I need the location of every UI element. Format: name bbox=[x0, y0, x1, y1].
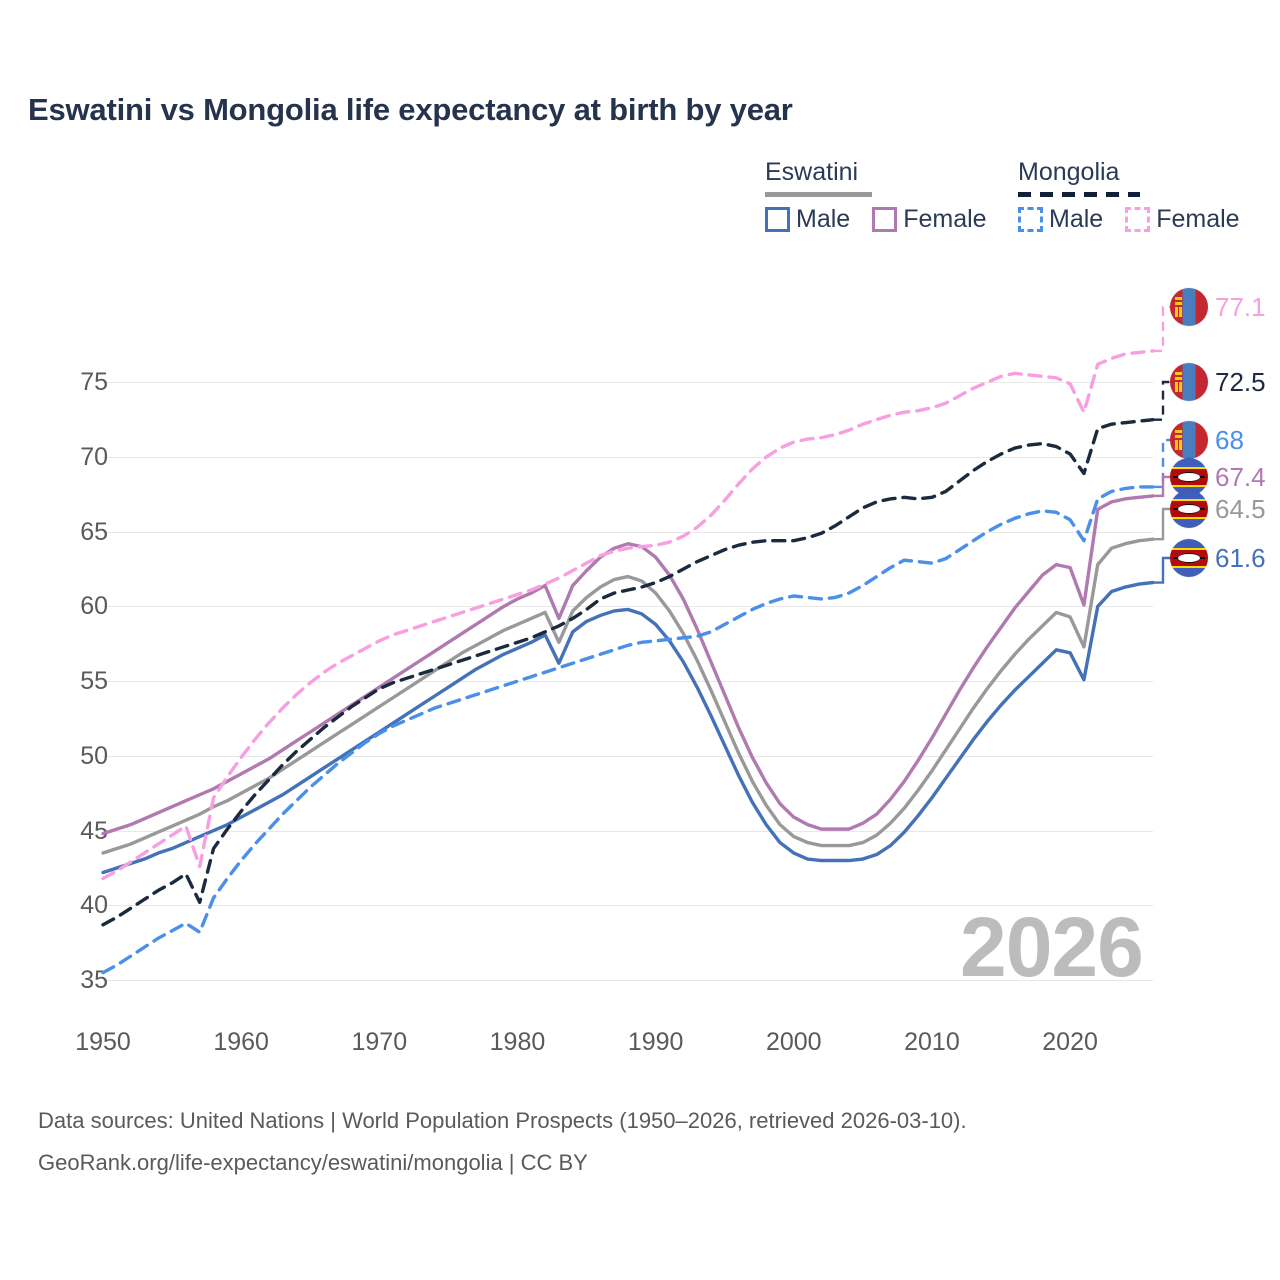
series-line-mongolia-female bbox=[101, 349, 1155, 881]
shield-icon bbox=[1178, 553, 1200, 563]
end-label-value: 64.5 bbox=[1215, 494, 1266, 524]
gridline bbox=[103, 606, 1153, 608]
legend-rule-dashed bbox=[1018, 192, 1140, 197]
series-line-eswatini-male bbox=[101, 580, 1155, 875]
mongolia-flag-icon bbox=[1170, 363, 1208, 401]
mongolia-flag-icon bbox=[1170, 288, 1208, 326]
shield-icon bbox=[1178, 504, 1200, 514]
gridline bbox=[103, 531, 1153, 533]
gridline bbox=[103, 382, 1153, 384]
legend-rule-solid bbox=[765, 192, 872, 197]
legend-swatch-eswatini-male bbox=[765, 207, 790, 232]
gridline bbox=[103, 830, 1153, 832]
year-watermark: 2026 bbox=[960, 900, 1144, 994]
series-line-eswatini-both-sexes bbox=[101, 537, 1155, 855]
x-axis-tick: 2020 bbox=[1042, 1028, 1098, 1056]
gridline bbox=[103, 755, 1153, 757]
legend-item-mongolia-male[interactable]: Male bbox=[1018, 207, 1103, 232]
y-axis-tick: 50 bbox=[80, 741, 108, 770]
gridline bbox=[103, 457, 1153, 459]
end-label: 77.1 bbox=[1170, 288, 1266, 326]
end-label-value: 67.4 bbox=[1215, 462, 1266, 492]
legend-item-eswatini-male[interactable]: Male bbox=[765, 207, 850, 232]
x-axis-tick: 1950 bbox=[75, 1028, 131, 1056]
legend-country-eswatini: Eswatini bbox=[765, 158, 859, 186]
x-axis-tick: 2000 bbox=[765, 1028, 822, 1056]
end-label-value: 68 bbox=[1215, 425, 1244, 455]
gridline bbox=[103, 980, 1153, 982]
y-axis-tick: 70 bbox=[80, 443, 108, 472]
legend-group-eswatini: Eswatini Male Female bbox=[765, 158, 987, 232]
gridline bbox=[103, 681, 1153, 683]
y-axis-tick: 60 bbox=[80, 592, 108, 621]
end-label: 64.5 bbox=[1170, 490, 1266, 528]
x-axis-tick: 1970 bbox=[351, 1028, 408, 1056]
legend-label-mongolia-female: Female bbox=[1156, 205, 1240, 233]
legend-swatch-mongolia-male bbox=[1018, 207, 1043, 232]
footer-line-2: GeoRank.org/life-expectancy/eswatini/mon… bbox=[38, 1150, 588, 1175]
legend-country-mongolia: Mongolia bbox=[1018, 158, 1120, 186]
legend-item-eswatini-female[interactable]: Female bbox=[872, 205, 987, 233]
eswatini-flag-icon bbox=[1170, 490, 1208, 528]
footer-line-1: Data sources: United Nations | World Pop… bbox=[38, 1108, 967, 1133]
x-axis-tick: 2010 bbox=[904, 1028, 960, 1056]
soyombo-icon bbox=[1175, 297, 1182, 317]
end-label: 67.4 bbox=[1170, 458, 1266, 496]
eswatini-flag-icon bbox=[1170, 539, 1208, 577]
legend-swatch-eswatini-female bbox=[872, 207, 898, 232]
legend-label-eswatini-male: Male bbox=[796, 205, 851, 233]
y-axis-tick: 75 bbox=[80, 368, 108, 397]
legend-item-mongolia-female[interactable]: Female bbox=[1125, 205, 1240, 233]
y-axis-tick: 45 bbox=[80, 816, 108, 845]
legend-swatch-mongolia-female bbox=[1125, 207, 1151, 232]
soyombo-icon bbox=[1175, 430, 1182, 450]
end-label-value: 61.6 bbox=[1215, 543, 1266, 573]
x-axis-tick: 1960 bbox=[213, 1028, 269, 1056]
x-axis-tick: 1980 bbox=[489, 1028, 546, 1056]
shield-icon bbox=[1178, 472, 1200, 482]
end-label: 72.5 bbox=[1170, 363, 1266, 401]
mongolia-flag-icon bbox=[1170, 421, 1208, 459]
legend-group-mongolia: Mongolia Male Female bbox=[1018, 158, 1240, 232]
y-axis-tick: 35 bbox=[80, 966, 108, 995]
legend-label-mongolia-male: Male bbox=[1049, 205, 1104, 233]
y-axis-tick: 55 bbox=[80, 667, 108, 696]
chart-legend: Eswatini Male Female Mongolia Male bbox=[760, 158, 1260, 240]
eswatini-flag-icon bbox=[1170, 458, 1208, 496]
end-label: 68 bbox=[1170, 421, 1244, 459]
end-label-value: 72.5 bbox=[1215, 367, 1266, 397]
end-label: 61.6 bbox=[1170, 539, 1266, 577]
series-line-eswatini-female bbox=[101, 494, 1155, 836]
end-label-value: 77.1 bbox=[1215, 292, 1266, 322]
chart-title: Eswatini vs Mongolia life expectancy at … bbox=[28, 92, 793, 127]
x-axis-tick: 1990 bbox=[627, 1028, 684, 1056]
soyombo-icon bbox=[1175, 372, 1182, 392]
y-axis-tick: 65 bbox=[80, 517, 108, 546]
legend-label-eswatini-female: Female bbox=[903, 205, 987, 233]
y-axis-tick: 40 bbox=[80, 891, 108, 920]
series-line-mongolia-both-sexes bbox=[101, 417, 1155, 927]
